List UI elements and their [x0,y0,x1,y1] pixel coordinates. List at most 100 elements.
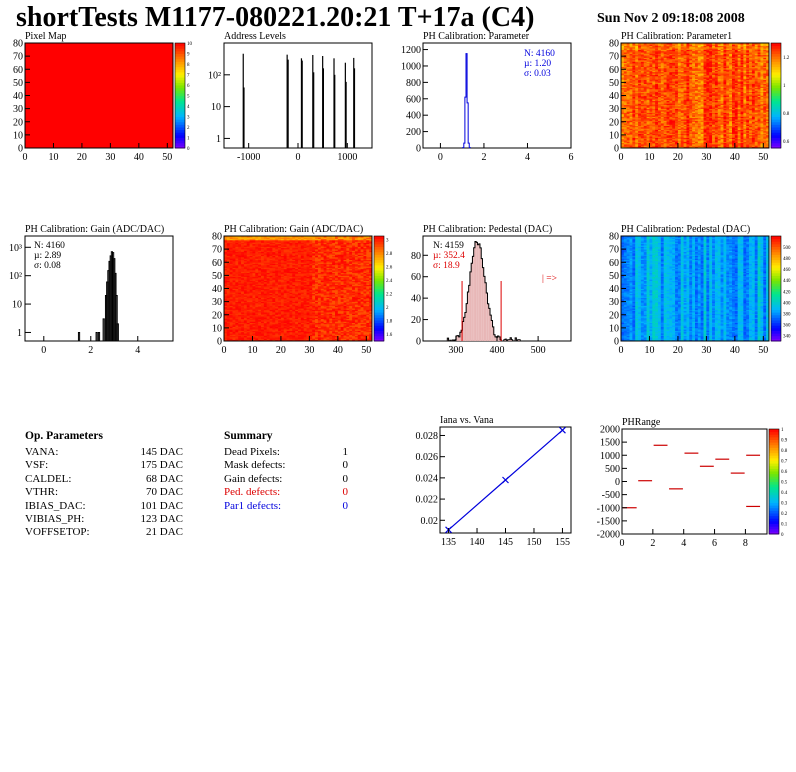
heatmap-cell [669,128,673,130]
heatmap-cell [683,75,687,78]
heatmap-cell [689,86,693,88]
heatmap-cell [680,117,684,120]
heatmap-cell [640,75,645,78]
heatmap-cell [660,111,665,113]
heatmap-cell [692,119,696,121]
heatmap-cell [663,115,667,117]
heatmap-cell [626,62,630,65]
heatmap-cell [629,123,633,125]
heatmap-cell [623,142,628,145]
heatmap-cell [666,77,670,79]
heatmap-cell [646,108,650,111]
heatmap-cell [638,140,642,142]
heatmap-cell [677,62,682,65]
heatmap-cell [658,77,662,79]
heatmap-cell [692,91,696,94]
heatmap-cell [632,77,636,79]
heatmap-cell [689,123,693,125]
heatmap-cell [669,119,673,121]
heatmap-cell [689,58,693,61]
heatmap-cell [646,46,650,49]
heatmap-cell [663,87,667,90]
heatmap-cell [689,127,693,129]
heatmap-cell [666,121,670,124]
heatmap-cell [635,53,639,56]
heatmap-cell [683,111,687,113]
heatmap-cell [677,121,682,124]
heatmap-cell [675,67,679,70]
heatmap-cell [660,116,665,119]
heatmap-cell [677,132,682,134]
heatmap-cell [692,86,696,88]
heatmap-cell [643,137,647,140]
heatmap-cell [680,64,684,66]
heatmap-cell [623,113,628,116]
heatmap-cell [649,124,653,127]
heatmap-cell [689,48,693,50]
heatmap-cell [643,79,647,82]
heatmap-cell [669,65,673,67]
heatmap-cell [621,99,625,102]
heatmap-cell [649,121,653,124]
heatmap-cell [621,96,625,99]
heatmap-cell [663,64,667,66]
heatmap-cell [672,88,676,91]
heatmap-cell [660,62,665,65]
heatmap-cell [680,67,684,70]
heatmap-cell [643,108,647,111]
heatmap-cell [643,140,647,142]
heatmap-cell [655,98,659,100]
colorbar-cell [175,106,185,110]
heatmap-cell [632,141,636,144]
heatmap-cell [652,86,656,88]
heatmap-cell [626,96,630,99]
heatmap-cell [660,43,665,45]
heatmap-cell [689,65,693,67]
heatmap-cell [652,73,656,75]
x-tick-label: 2 [481,152,486,163]
heatmap-cell [623,74,628,77]
heatmap-cell [640,64,645,66]
heatmap-cell [672,90,676,92]
heatmap-cell [649,111,653,113]
heatmap-cell [629,87,633,90]
heatmap-cell [629,49,633,52]
heatmap-cell [646,144,650,146]
heatmap-cell [629,82,633,85]
heatmap-cell [626,111,630,113]
heatmap-cell [658,115,662,117]
heatmap-cell [658,87,662,90]
heatmap-cell [675,113,679,116]
run-date: Sun Nov 2 09:18:08 2008 [597,11,745,26]
heatmap-cell [635,141,639,144]
stats-sigma: σ: 0.08 [34,261,61,271]
heatmap-cell [640,91,645,94]
heatmap-cell [686,103,690,106]
heatmap-cell [655,65,659,67]
heatmap-cell [649,69,653,71]
heatmap-cell [663,140,667,142]
colorbar-cell [175,71,185,75]
heatmap-cell [640,54,645,57]
y-tick-label: 20 [13,117,23,128]
heatmap-cell [623,43,628,45]
heatmap-cell [680,50,684,53]
heatmap-cell [675,46,679,49]
heatmap-cell [675,92,679,95]
heatmap-cell [638,78,642,81]
heatmap-cell [621,78,625,81]
heatmap-cell [655,138,659,141]
colorbar-cell [175,108,185,112]
heatmap-cell [672,78,676,81]
heatmap-cell [635,125,639,128]
heatmap-cell [663,119,667,121]
heatmap-cell [638,123,642,125]
heatmap-cell [660,91,665,94]
heatmap-cell [643,44,647,46]
heatmap-cell [621,44,625,46]
heatmap-cell [643,92,647,95]
heatmap-cell [629,79,633,82]
heatmap-cell [621,109,625,112]
heatmap-cell [646,95,650,98]
heatmap-cell [686,141,690,144]
